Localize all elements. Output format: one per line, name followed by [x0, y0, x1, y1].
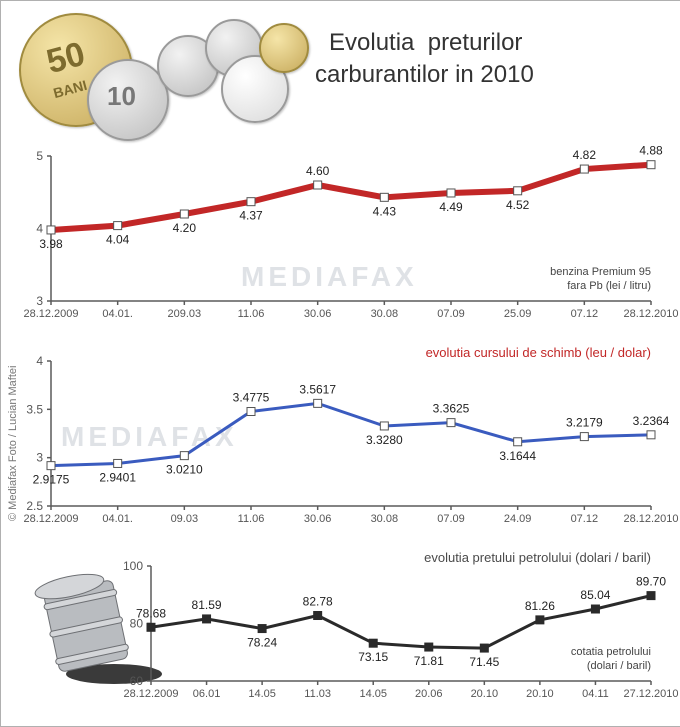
svg-text:3.3625: 3.3625 [433, 402, 470, 416]
svg-text:209.03: 209.03 [168, 308, 202, 320]
svg-text:4.60: 4.60 [306, 164, 330, 178]
svg-text:11.03: 11.03 [304, 688, 331, 700]
svg-text:04.01.: 04.01. [102, 308, 133, 320]
svg-text:3.0210: 3.0210 [166, 463, 203, 477]
svg-text:3.3280: 3.3280 [366, 433, 403, 447]
svg-text:78.68: 78.68 [136, 606, 166, 620]
svg-text:78.24: 78.24 [247, 636, 277, 650]
svg-text:04.11: 04.11 [582, 688, 609, 700]
chart-oil-price: 608010028.12.200906.0114.0511.0314.0520.… [1, 546, 680, 716]
svg-text:24.09: 24.09 [504, 513, 532, 525]
svg-text:4.37: 4.37 [239, 209, 263, 223]
svg-text:07.12: 07.12 [571, 513, 599, 525]
svg-text:28.12.2009: 28.12.2009 [23, 308, 78, 320]
svg-text:4.82: 4.82 [573, 148, 597, 162]
svg-text:4.20: 4.20 [173, 221, 197, 235]
svg-text:benzina Premium 95: benzina Premium 95 [550, 266, 651, 278]
svg-text:27.12.2010: 27.12.2010 [623, 688, 678, 700]
svg-text:3: 3 [36, 451, 43, 465]
svg-text:71.45: 71.45 [469, 655, 499, 669]
svg-text:06.01: 06.01 [193, 688, 221, 700]
svg-text:07.09: 07.09 [437, 513, 465, 525]
coin-value: 50 [43, 35, 90, 82]
svg-text:4.52: 4.52 [506, 198, 530, 212]
svg-text:100: 100 [123, 559, 143, 573]
svg-text:3.2364: 3.2364 [633, 414, 670, 428]
svg-text:28.12.2009: 28.12.2009 [123, 688, 178, 700]
svg-text:3.98: 3.98 [39, 237, 63, 251]
svg-text:28.12.2010: 28.12.2010 [623, 513, 678, 525]
svg-text:3.2179: 3.2179 [566, 416, 603, 430]
svg-text:4.43: 4.43 [373, 204, 397, 218]
svg-text:4.88: 4.88 [639, 144, 663, 158]
svg-text:89.70: 89.70 [636, 575, 666, 589]
svg-text:30.06: 30.06 [304, 308, 332, 320]
svg-text:5: 5 [36, 149, 43, 163]
chart-exchange-rate: 2.5 3 3.5 4 28.12.2009 04.01. 09.03 11.06 30.06 3… [1, 341, 680, 526]
svg-text:4: 4 [36, 354, 43, 368]
svg-text:85.04: 85.04 [580, 588, 610, 602]
svg-text:(dolari / baril): (dolari / baril) [587, 660, 651, 672]
svg-text:3.5617: 3.5617 [299, 382, 336, 396]
svg-text:3.5: 3.5 [26, 402, 43, 416]
svg-text:73.15: 73.15 [358, 650, 388, 664]
svg-text:81.59: 81.59 [192, 598, 222, 612]
svg-text:11.06: 11.06 [238, 308, 265, 320]
svg-text:2.9401: 2.9401 [99, 470, 136, 484]
svg-text:cotatia petrolului: cotatia petrolului [571, 646, 651, 658]
svg-text:09.03: 09.03 [171, 513, 199, 525]
svg-text:28.12.2009: 28.12.2009 [23, 513, 78, 525]
svg-text:evolutia cursului de schimb (l: evolutia cursului de schimb (leu / dolar… [426, 345, 651, 360]
svg-text:14.05: 14.05 [248, 688, 276, 700]
svg-text:fara Pb (lei / litru): fara Pb (lei / litru) [567, 280, 651, 292]
svg-text:3.1644: 3.1644 [499, 449, 536, 463]
svg-text:25.09: 25.09 [504, 308, 532, 320]
svg-text:2.5: 2.5 [26, 499, 43, 513]
svg-text:2.9175: 2.9175 [33, 473, 70, 487]
svg-text:60: 60 [130, 674, 144, 688]
svg-text:07.12: 07.12 [571, 308, 599, 320]
svg-text:04.01.: 04.01. [102, 513, 133, 525]
svg-text:20.10: 20.10 [526, 688, 554, 700]
coin-misc-4 [259, 23, 309, 73]
svg-text:81.26: 81.26 [525, 599, 555, 613]
svg-text:3: 3 [36, 294, 43, 308]
svg-text:14.05: 14.05 [359, 688, 387, 700]
svg-text:30.08: 30.08 [371, 308, 399, 320]
svg-text:82.78: 82.78 [303, 595, 333, 609]
svg-text:71.81: 71.81 [414, 654, 444, 668]
svg-text:3.4775: 3.4775 [233, 391, 270, 405]
svg-text:4: 4 [36, 222, 43, 236]
page-title-line2: carburantilor in 2010 [315, 61, 534, 89]
coin-value-small: 10 [107, 81, 136, 112]
svg-text:28.12.2010: 28.12.2010 [623, 308, 678, 320]
page-title-line1: Evolutia preturilor [329, 29, 522, 57]
svg-text:07.09: 07.09 [437, 308, 465, 320]
svg-text:4.04: 4.04 [106, 233, 130, 247]
svg-text:evolutia pretului petrolului (: evolutia pretului petrolului (dolari / b… [424, 550, 651, 565]
svg-text:4.49: 4.49 [439, 200, 463, 214]
svg-text:30.08: 30.08 [371, 513, 399, 525]
chart-fuel-price: 3 4 5 28.12.2009 04.01. 209.03 11.06 30.06 30.08… [1, 136, 680, 321]
svg-text:30.06: 30.06 [304, 513, 332, 525]
svg-text:20.06: 20.06 [415, 688, 443, 700]
svg-text:20.10: 20.10 [471, 688, 499, 700]
svg-text:11.06: 11.06 [238, 513, 265, 525]
